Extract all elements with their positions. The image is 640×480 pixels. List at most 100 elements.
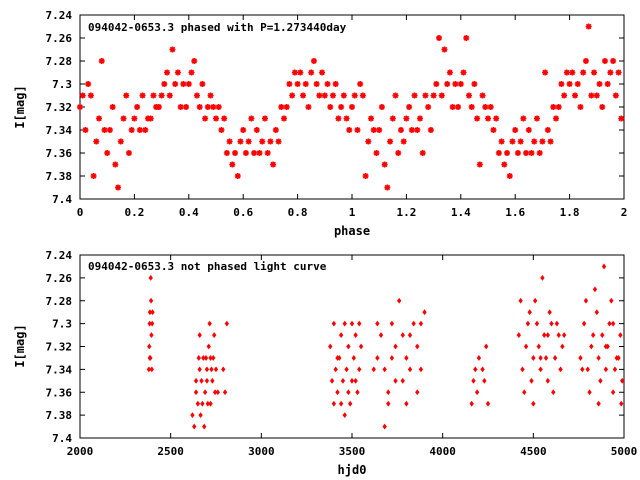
data-point (468, 104, 475, 110)
data-point (389, 320, 395, 327)
data-point (566, 81, 573, 87)
data-point (222, 389, 228, 396)
data-point (406, 104, 413, 110)
data-point (446, 69, 453, 76)
y-ticks: 7.24 7.26 7.28 7.3 7.32 7.34 7.36 7.38 7.4 (46, 249, 624, 445)
data-point (147, 115, 154, 122)
x-tick-label: 0 (77, 206, 84, 219)
data-point (487, 104, 494, 110)
data-point (520, 366, 525, 373)
data-point (482, 377, 487, 384)
data-point (433, 81, 440, 87)
data-point (234, 173, 241, 179)
data-point (533, 115, 540, 122)
y-tick-label: 7.4 (52, 432, 72, 445)
data-point (528, 150, 535, 156)
data-point (316, 92, 323, 99)
y-tick-label: 7.26 (46, 272, 73, 285)
data-point (365, 138, 372, 145)
data-point (204, 104, 211, 110)
data-point (422, 309, 427, 316)
x-tick-label: 0.2 (124, 206, 144, 219)
data-point (128, 127, 135, 133)
data-point (581, 320, 587, 327)
data-point (101, 127, 108, 133)
data-point (593, 92, 600, 99)
data-point (344, 366, 349, 373)
data-point (407, 366, 413, 373)
data-point (418, 320, 424, 327)
data-point (545, 377, 551, 384)
data-point (389, 115, 396, 122)
x-tick-label: 1.4 (451, 206, 471, 219)
data-point (120, 115, 127, 122)
data-point (338, 332, 344, 338)
data-point (542, 69, 549, 76)
data-point (516, 332, 522, 338)
data-point (125, 150, 132, 156)
data-point (588, 92, 595, 99)
data-point (596, 400, 601, 407)
data-point (82, 127, 89, 133)
data-point (543, 355, 549, 361)
data-point (148, 297, 154, 304)
data-point (272, 127, 279, 133)
data-point (264, 150, 271, 156)
data-point (395, 150, 402, 156)
data-point (224, 320, 230, 327)
data-point (585, 23, 592, 30)
data-point (149, 366, 154, 373)
data-point (430, 92, 437, 99)
data-point (333, 366, 338, 373)
data-point (471, 81, 478, 87)
data-point (400, 138, 407, 145)
y-tick-label: 7.34 (46, 363, 73, 376)
data-point (427, 127, 434, 133)
data-point (340, 377, 346, 384)
data-point (457, 81, 464, 87)
data-point (484, 343, 489, 350)
y-tick-label: 7.36 (46, 147, 73, 160)
y-tick-label: 7.38 (46, 170, 73, 183)
y-axis-title: I[mag] (13, 324, 27, 367)
data-point (400, 377, 405, 384)
data-point (493, 115, 500, 122)
plot-frame (79, 254, 625, 439)
data-point (422, 92, 429, 99)
data-point (283, 104, 290, 110)
data-point (190, 412, 195, 419)
data-point (199, 81, 206, 87)
data-point (569, 69, 576, 76)
data-point (212, 332, 217, 338)
data-point (411, 320, 416, 327)
data-point (210, 104, 217, 110)
data-point (147, 343, 152, 350)
y-tick-label: 7.34 (46, 124, 73, 137)
data-point (558, 366, 563, 373)
x-ticks: 2000 2500 3000 3500 4000 4500 5000 (67, 255, 637, 458)
x-tick-label: 1.2 (396, 206, 416, 219)
data-point (572, 92, 579, 99)
data-point (392, 92, 399, 99)
data-point (540, 274, 545, 281)
x-ticks: 0 0.2 0.4 0.6 0.8 1 1.2 1.4 1.6 1.8 2 (77, 15, 628, 219)
data-point (106, 127, 113, 133)
data-point (199, 377, 204, 384)
data-point (397, 127, 404, 133)
chart-title: 094042-0653.3 phased with P=1.273440day (88, 21, 347, 34)
data-point (407, 332, 413, 338)
x-tick-label: 2 (621, 206, 628, 219)
data-point (375, 320, 380, 327)
x-tick-label: 1.8 (560, 206, 580, 219)
data-point (619, 400, 624, 407)
data-point (148, 274, 153, 281)
data-point (346, 127, 353, 133)
x-tick-label: 0.6 (233, 206, 253, 219)
data-point (346, 389, 351, 396)
data-point (460, 69, 467, 76)
data-point (525, 320, 531, 327)
data-point (506, 173, 513, 179)
data-point (261, 115, 268, 122)
data-point (531, 355, 536, 361)
data-point (612, 366, 618, 373)
